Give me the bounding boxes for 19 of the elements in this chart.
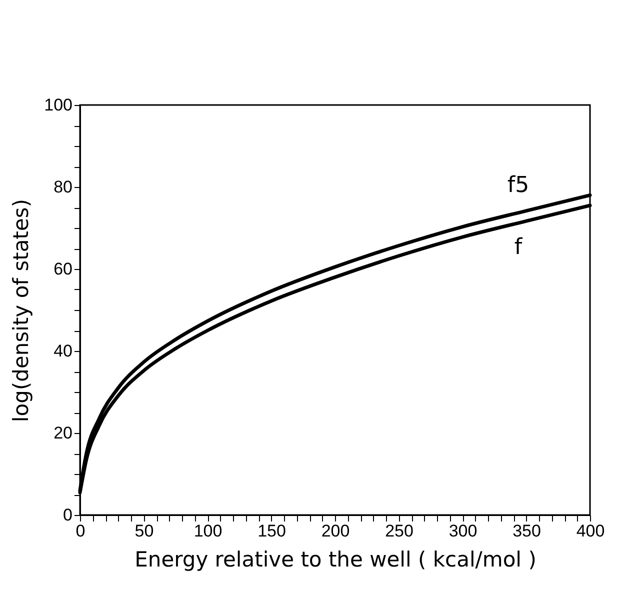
- y-tick-label: 20: [54, 424, 72, 442]
- x-tick-label: 0: [76, 522, 86, 540]
- x-tick-label: 200: [321, 522, 350, 540]
- y-axis-title: log(density of states): [9, 198, 34, 422]
- x-tick-label: 100: [194, 522, 222, 540]
- x-tick-label: 250: [385, 522, 414, 540]
- y-tick-label: 80: [54, 178, 72, 196]
- series-label: f: [514, 235, 524, 260]
- y-tick-label: 40: [54, 342, 72, 360]
- x-tick-label: 150: [258, 522, 286, 540]
- y-tick-label: 100: [44, 96, 72, 114]
- x-tick-label: 300: [448, 522, 478, 540]
- y-tick-label: 0: [63, 506, 72, 524]
- series-label: f5: [507, 172, 530, 198]
- x-tick-label: 400: [576, 522, 605, 540]
- x-tick-label: 350: [512, 522, 541, 540]
- y-tick-label: 60: [54, 260, 72, 278]
- x-axis-title: Energy relative to the well ( kcal/mol ): [134, 548, 536, 572]
- x-tick-label: 50: [134, 522, 154, 540]
